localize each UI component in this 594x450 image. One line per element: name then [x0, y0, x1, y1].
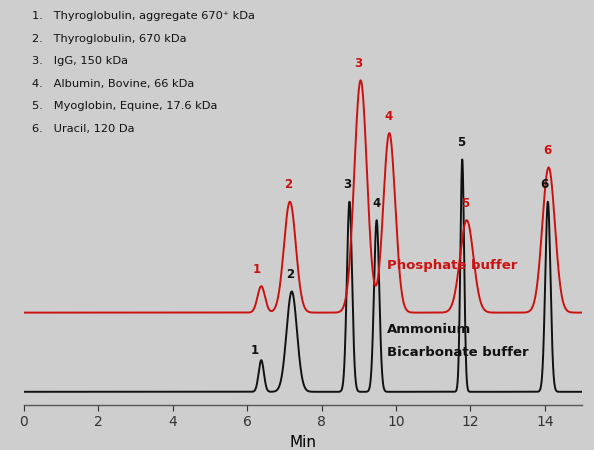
Text: 4.   Albumin, Bovine, 66 kDa: 4. Albumin, Bovine, 66 kDa: [32, 79, 194, 89]
Text: 3: 3: [354, 57, 362, 70]
Text: 3: 3: [343, 178, 351, 191]
Text: 3.   IgG, 150 kDa: 3. IgG, 150 kDa: [32, 56, 128, 66]
Text: 4: 4: [384, 109, 393, 122]
Text: 2: 2: [286, 268, 294, 281]
Text: Bicarbonate buffer: Bicarbonate buffer: [387, 346, 528, 360]
Text: 5.   Myoglobin, Equine, 17.6 kDa: 5. Myoglobin, Equine, 17.6 kDa: [32, 101, 217, 111]
Text: 6: 6: [540, 178, 548, 191]
Text: 1.   Thyroglobulin, aggregate 670⁺ kDa: 1. Thyroglobulin, aggregate 670⁺ kDa: [32, 11, 255, 21]
Text: Ammonium: Ammonium: [387, 323, 471, 336]
Text: 6: 6: [544, 144, 552, 157]
Text: Phosphate buffer: Phosphate buffer: [387, 259, 517, 272]
Text: 1: 1: [251, 345, 258, 357]
Text: 6.   Uracil, 120 Da: 6. Uracil, 120 Da: [32, 124, 135, 134]
Text: 4: 4: [372, 197, 380, 210]
Text: 5: 5: [462, 197, 470, 210]
Text: 2: 2: [284, 178, 292, 191]
X-axis label: Min: Min: [289, 435, 317, 450]
Text: 2.   Thyroglobulin, 670 kDa: 2. Thyroglobulin, 670 kDa: [32, 34, 187, 44]
Text: 1: 1: [252, 263, 261, 276]
Text: 5: 5: [457, 136, 465, 149]
